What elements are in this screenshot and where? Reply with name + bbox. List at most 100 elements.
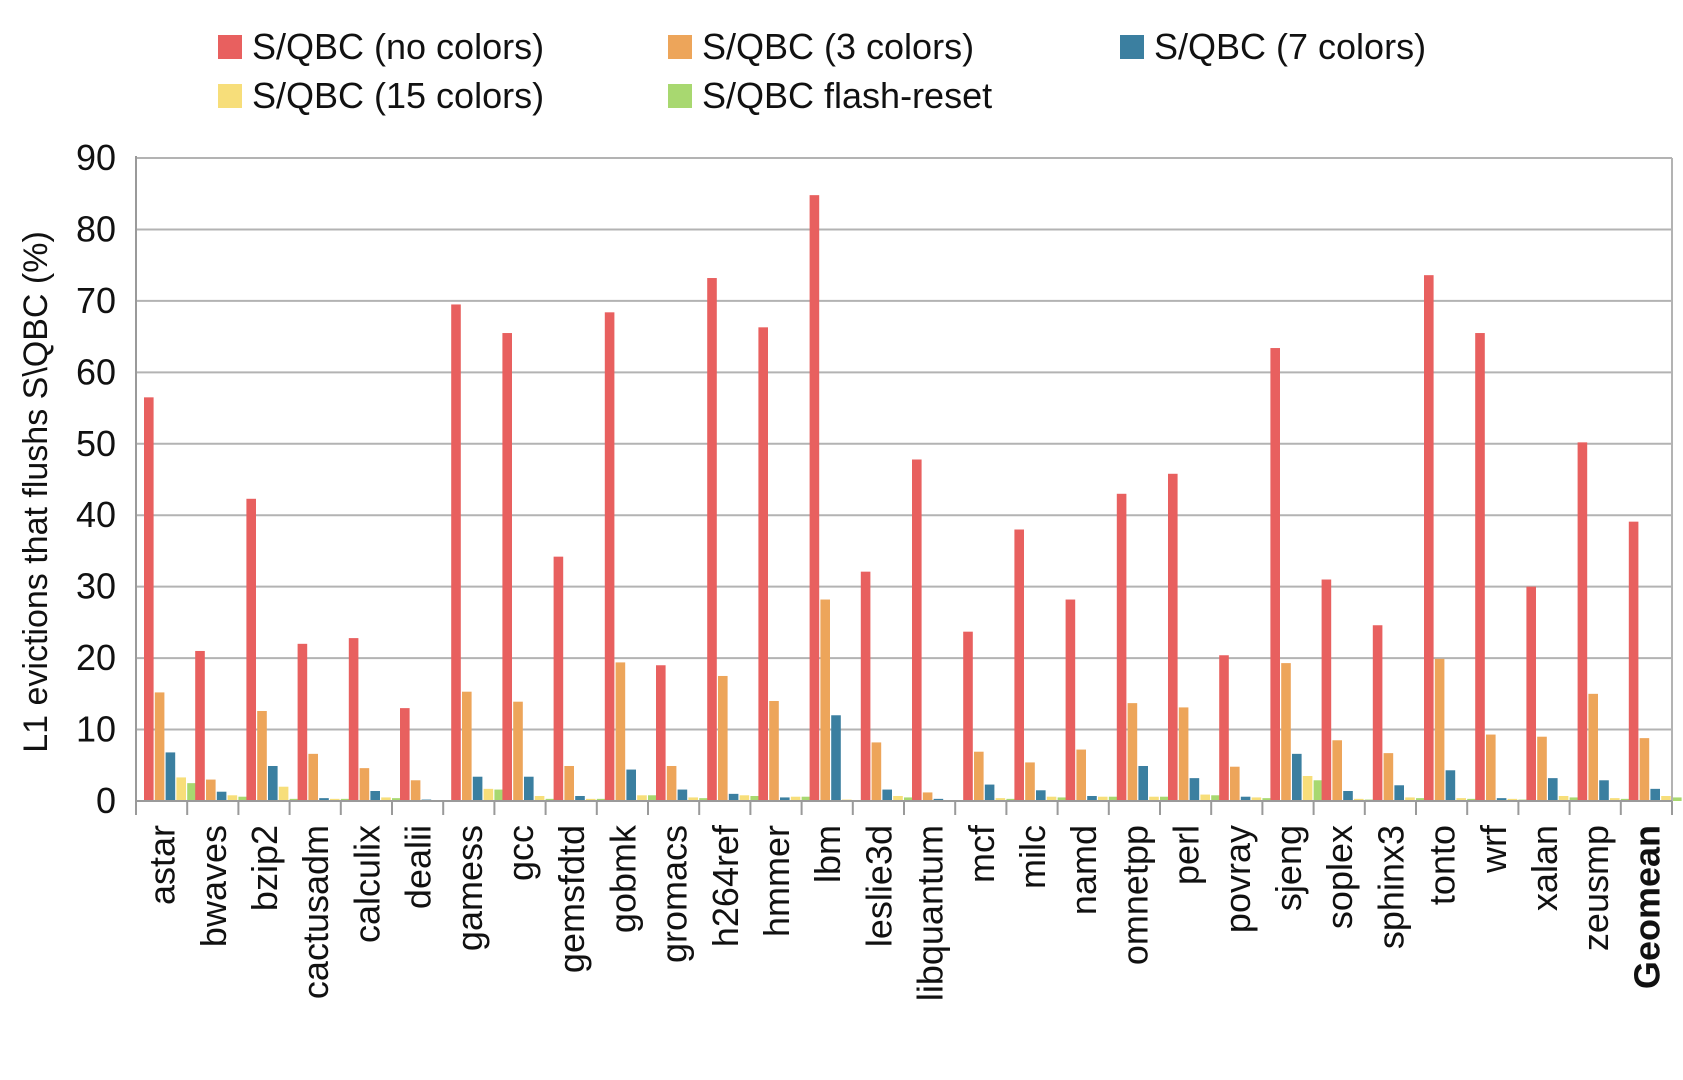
bar	[1445, 770, 1456, 801]
legend: S/QBC (no colors) S/QBC (3 colors) S/QBC (…	[218, 26, 1426, 116]
bar	[502, 333, 512, 801]
bar	[995, 798, 1006, 801]
bar	[1628, 521, 1639, 801]
bar	[699, 798, 709, 801]
bar	[1200, 794, 1210, 801]
bar	[1262, 798, 1272, 801]
bar	[1108, 796, 1119, 801]
bar	[1313, 780, 1324, 801]
bar	[524, 776, 534, 801]
x-tick-label: libquantum	[910, 825, 951, 1001]
bar	[1456, 798, 1466, 801]
bar	[1486, 734, 1496, 801]
y-tick-label: 70	[76, 280, 116, 321]
bar	[1281, 663, 1291, 801]
x-tick-label: mcf	[961, 824, 1002, 883]
x-tick-label: gromacs	[654, 825, 695, 963]
legend-swatch	[668, 35, 692, 59]
bar	[1036, 790, 1046, 801]
bar	[1076, 749, 1086, 801]
x-tick-label: gemsfdtd	[551, 825, 592, 973]
bar	[1332, 740, 1342, 801]
bar	[1046, 796, 1057, 801]
bar	[319, 798, 329, 801]
legend-swatch	[668, 84, 692, 108]
bar	[1116, 493, 1127, 801]
legend-label: S/QBC flash-reset	[702, 75, 992, 116]
x-tick-label: namd	[1063, 825, 1104, 915]
bar	[216, 791, 227, 801]
bar	[483, 788, 494, 801]
bar	[1006, 798, 1016, 801]
bar	[278, 786, 289, 801]
x-tick-label: leslie3d	[858, 825, 899, 947]
y-tick-label: 40	[76, 494, 116, 535]
bar	[728, 793, 739, 801]
bar	[1321, 579, 1332, 801]
bar	[1178, 707, 1189, 801]
bar	[392, 798, 402, 801]
y-tick-label: 20	[76, 637, 116, 678]
bar	[381, 797, 391, 801]
bar	[933, 798, 944, 801]
x-tick-label: gobmk	[602, 824, 643, 933]
bar	[187, 783, 197, 801]
x-tick-label: milc	[1012, 825, 1053, 889]
bar	[246, 498, 256, 801]
bar	[656, 665, 666, 801]
bar	[1588, 693, 1598, 801]
bar	[677, 789, 688, 801]
x-tick-label: hmmer	[756, 825, 797, 937]
bar	[348, 638, 359, 801]
bar	[1639, 738, 1650, 801]
bar	[1372, 625, 1383, 801]
bar	[1087, 795, 1097, 801]
bar	[359, 768, 370, 801]
bar	[707, 278, 717, 801]
y-tick-label: 90	[76, 137, 116, 178]
bar	[1138, 765, 1148, 801]
bar	[257, 710, 267, 801]
bar	[739, 795, 750, 801]
bar	[688, 797, 698, 801]
bar	[769, 700, 779, 801]
x-tick-label: h264ref	[705, 824, 746, 947]
bar	[1526, 586, 1536, 801]
bar	[268, 765, 278, 801]
bar	[400, 708, 410, 801]
bar	[1548, 778, 1558, 801]
y-axis-label: L1 evictions that flushs S\QBC (%)	[17, 231, 55, 753]
bar	[666, 765, 677, 801]
x-tick-label: tonto	[1422, 825, 1463, 905]
bar	[882, 789, 892, 801]
bar	[984, 784, 995, 801]
bar	[626, 769, 636, 801]
bar	[1057, 797, 1068, 801]
bar	[963, 631, 973, 801]
bar	[1149, 796, 1159, 801]
bar	[154, 692, 165, 801]
bar	[1230, 766, 1240, 801]
x-tick-label: bwaves	[193, 825, 234, 947]
bar	[1558, 795, 1569, 801]
x-tick-label: gamess	[449, 825, 490, 951]
bar	[1211, 795, 1221, 801]
bar	[297, 643, 308, 801]
x-tick-label: povray	[1217, 825, 1258, 933]
bar	[1127, 703, 1138, 801]
bar	[545, 798, 556, 801]
bar	[718, 675, 728, 801]
bar	[809, 195, 820, 801]
bar	[1467, 798, 1477, 801]
bar	[1292, 753, 1302, 801]
x-tick-label: omnetpp	[1114, 825, 1155, 965]
bar	[1434, 658, 1445, 801]
axes	[135, 156, 1673, 815]
x-tick-label: soplex	[1319, 825, 1360, 929]
bar	[912, 459, 922, 801]
bar	[1620, 798, 1631, 801]
bar	[534, 795, 545, 801]
bar	[1424, 275, 1434, 801]
bar	[451, 304, 461, 801]
bar	[370, 790, 380, 801]
